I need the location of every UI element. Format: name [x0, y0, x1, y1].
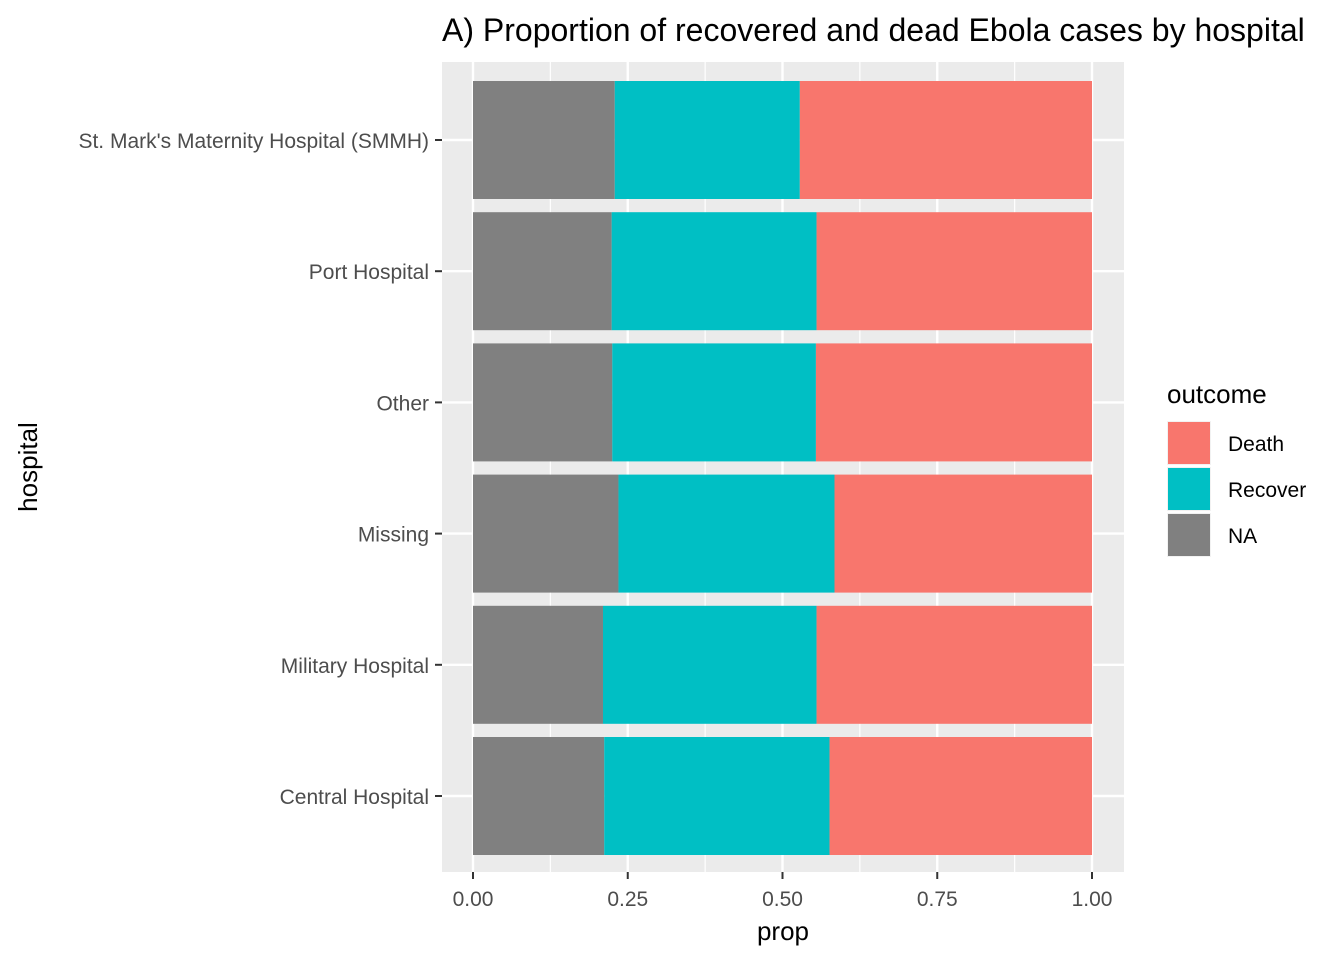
bar-death-3	[834, 474, 1092, 593]
y-tick-label: Military Hospital	[281, 655, 429, 678]
bar-na-3	[473, 474, 619, 593]
bar-death-0	[799, 81, 1092, 199]
bar-recover-0	[614, 81, 800, 199]
legend-label-na: NA	[1228, 525, 1257, 548]
chart-title: A) Proportion of recovered and dead Ebol…	[442, 12, 1305, 48]
bar-death-1	[816, 212, 1092, 331]
y-tick-label: Other	[376, 392, 429, 415]
x-tick-label: 0.25	[607, 888, 648, 911]
bar-recover-1	[611, 212, 817, 331]
bar-death-4	[816, 605, 1092, 724]
legend-key-death	[1168, 422, 1210, 464]
bars	[473, 81, 1092, 855]
x-axis: 0.00 0.25 0.50 0.75 1.00	[453, 872, 1113, 911]
x-axis-title: prop	[757, 916, 809, 946]
legend-key-recover	[1168, 468, 1210, 510]
legend: outcome Death Recover NA	[1167, 379, 1306, 557]
legend-label-death: Death	[1228, 433, 1284, 456]
legend-label-recover: Recover	[1228, 479, 1306, 502]
legend-key-na	[1168, 514, 1210, 556]
x-tick-label: 0.50	[762, 888, 803, 911]
bar-death-5	[829, 737, 1092, 855]
y-tick-label: Central Hospital	[280, 786, 429, 809]
bar-na-4	[473, 605, 603, 724]
bar-na-0	[473, 81, 615, 199]
bar-na-1	[473, 212, 612, 331]
y-tick-label: St. Mark's Maternity Hospital (SMMH)	[78, 130, 429, 153]
bar-recover-4	[602, 605, 817, 724]
legend-title: outcome	[1167, 379, 1267, 409]
x-tick-label: 0.00	[453, 888, 494, 911]
bar-recover-3	[618, 474, 835, 593]
y-tick-label: Port Hospital	[309, 261, 429, 284]
bar-death-2	[815, 343, 1092, 462]
bar-na-5	[473, 737, 605, 855]
y-axis-title: hospital	[13, 422, 43, 512]
y-axis: St. Mark's Maternity Hospital (SMMH) Port…	[78, 130, 442, 809]
x-tick-label: 0.75	[917, 888, 958, 911]
bar-recover-5	[604, 737, 830, 855]
y-tick-label: Missing	[358, 524, 429, 547]
x-tick-label: 1.00	[1072, 888, 1113, 911]
bar-recover-2	[612, 343, 816, 462]
bar-na-2	[473, 343, 613, 462]
